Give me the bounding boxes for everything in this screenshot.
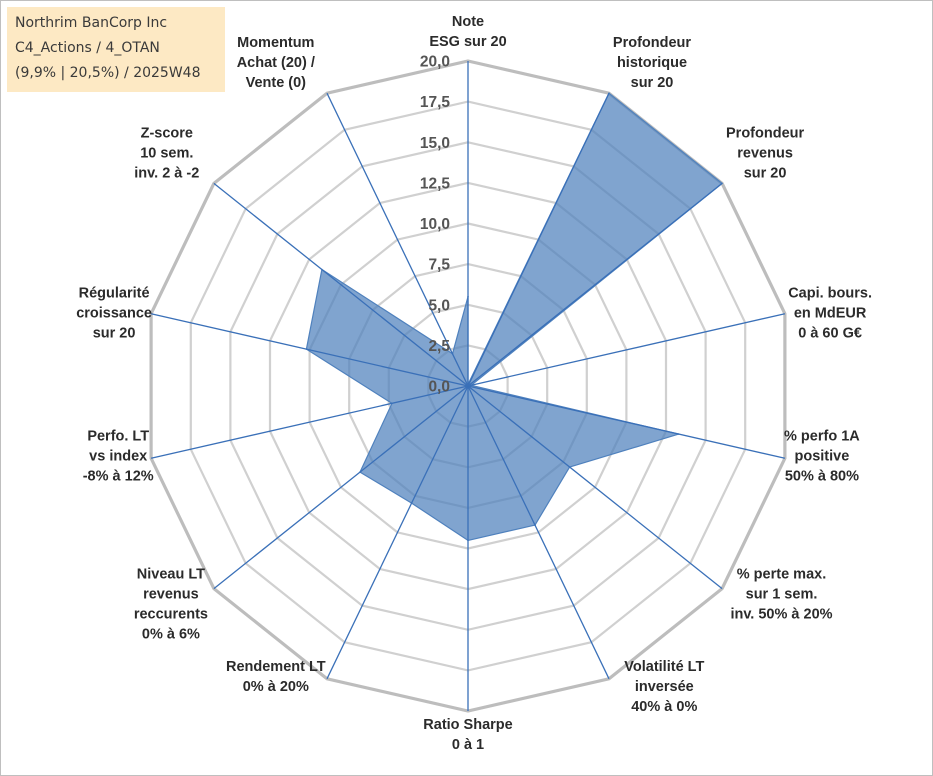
axis-label-2: Profondeur revenus sur 20 [726,125,804,181]
info-box: Northrim BanCorp Inc C4_Actions / 4_OTAN… [7,7,225,92]
axis-label-9: Niveau LT revenus reccurents 0% à 6% [134,567,208,643]
info-period: (9,9% | 20,5%) / 2025W48 [15,65,201,81]
axis-label-line: Volatilité LT [624,659,704,675]
axis-label-line: positive [795,448,850,464]
axis-label-line: Perfo. LT [87,428,149,444]
spoke-12 [213,182,469,387]
axis-label-line: sur 20 [93,326,136,342]
spoke-2 [467,182,723,387]
axis-label-line: croissance [76,306,152,322]
axis-label-line: Achat (20) / [237,55,315,71]
spoke-13 [326,92,469,387]
spoke-6 [467,385,610,680]
axis-label-line: Ratio Sharpe [423,717,512,733]
axis-label-1: Profondeur historique sur 20 [613,35,691,91]
spoke-4 [467,385,786,459]
radar-spokes [150,61,786,711]
tick-label: 17,5 [420,94,451,111]
axis-label-line: Rendement LT [226,659,326,675]
axis-label-line: Capi. bours. [788,286,872,302]
axis-label-line: 0% à 6% [142,627,200,643]
tick-label: 12,5 [420,175,451,192]
axis-label-line: % perfo 1A [784,428,860,444]
axis-label-line: 0 à 1 [452,737,484,753]
axis-label-line: en MdEUR [794,306,867,322]
spoke-8 [326,385,469,680]
axis-label-line: reccurents [134,607,208,623]
axis-label-line: inversée [635,679,694,695]
axis-label-8: Rendement LT 0% à 20% [226,659,326,695]
info-company: Northrim BanCorp Inc [15,15,168,31]
axis-label-line: ESG sur 20 [429,34,506,50]
spoke-5 [467,385,723,590]
tick-label: 0,0 [428,379,450,396]
axis-label-4: % perfo 1A positive 50% à 80% [784,428,860,484]
axis-label-10: Perfo. LT vs index -8% à 12% [83,428,154,484]
radar-tick-labels: 0,0 2,5 5,0 7,5 10,0 12,5 15,0 17,5 20,0 [420,54,451,396]
spoke-10 [150,385,469,459]
axis-label-11: Régularité croissance sur 20 [76,286,152,342]
axis-label-line: sur 20 [631,75,674,91]
axis-label-line: Niveau LT [137,567,205,583]
radar-axis-labels: Note ESG sur 20 Profondeur historique sur 20… [76,14,872,753]
tick-label: 5,0 [428,297,450,314]
axis-label-line: 40% à 0% [631,699,697,715]
axis-label-3: Capi. bours. en MdEUR 0 à 60 G€ [788,286,872,342]
axis-label-line: Momentum [237,35,314,51]
axis-label-line: 0% à 20% [243,679,309,695]
axis-label-line: inv. 2 à -2 [134,165,199,181]
axis-label-12: Z-score 10 sem. inv. 2 à -2 [134,125,199,181]
info-category: C4_Actions / 4_OTAN [15,40,160,56]
axis-label-line: % perte max. [737,567,826,583]
axis-label-line: Profondeur [726,125,804,141]
axis-label-line: Z-score [141,125,193,141]
axis-label-line: Régularité [79,286,150,302]
spoke-3 [467,313,786,387]
radar-series [305,92,723,542]
spoke-11 [150,313,469,387]
axis-label-line: sur 20 [744,165,787,181]
axis-label-line: revenus [737,145,793,161]
spoke-1 [467,92,610,387]
axis-label-line: 0 à 60 G€ [798,326,862,342]
axis-label-line: Profondeur [613,35,691,51]
axis-label-line: Note [452,14,484,30]
axis-label-line: 10 sem. [140,145,193,161]
axis-label-line: inv. 50% à 20% [730,607,832,623]
axis-label-line: Vente (0) [246,75,307,91]
axis-label-line: vs index [89,448,147,464]
axis-label-line: historique [617,55,687,71]
tick-label: 15,0 [420,135,450,152]
series-area-0 [305,92,723,542]
tick-label: 20,0 [420,54,450,71]
axis-label-line: sur 1 sem. [746,587,818,603]
tick-label: 2,5 [428,338,450,355]
axis-label-line: 50% à 80% [785,468,859,484]
axis-label-5: % perte max. sur 1 sem. inv. 50% à 20% [730,567,832,623]
tick-label: 10,0 [420,216,450,233]
axis-label-7: Ratio Sharpe 0 à 1 [423,717,512,753]
tick-label: 7,5 [428,257,450,274]
spoke-9 [213,385,469,590]
axis-label-0: Note ESG sur 20 [429,14,506,50]
axis-label-line: -8% à 12% [83,468,154,484]
axis-label-13: Momentum Achat (20) / Vente (0) [237,35,315,91]
axis-label-6: Volatilité LT inversée 40% à 0% [624,659,704,715]
axis-label-line: revenus [143,587,199,603]
